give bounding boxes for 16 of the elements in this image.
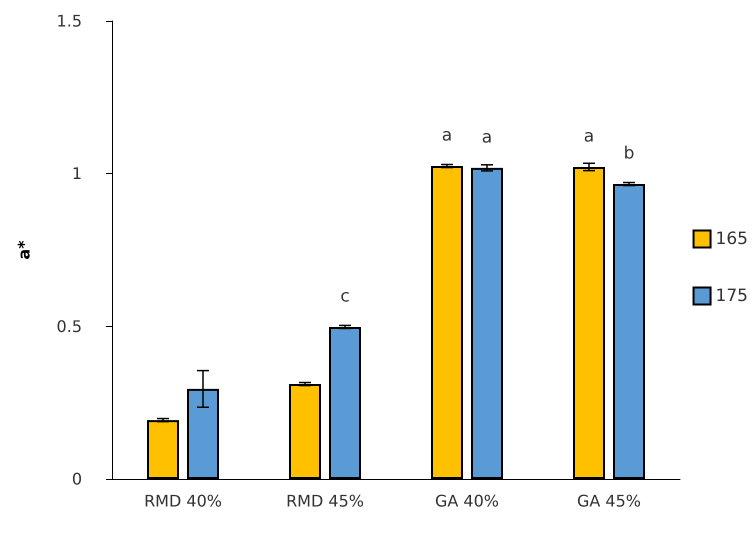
y-tick-label: 1.5 xyxy=(56,12,82,30)
data-label: b xyxy=(624,144,634,164)
y-tick-label: 0 xyxy=(72,470,82,488)
x-tick-label: RMD 45% xyxy=(286,492,364,510)
y-tick-label: 0.5 xyxy=(56,316,82,336)
y-axis-title: a* xyxy=(14,240,34,260)
y-tick-label: 1 xyxy=(72,164,82,184)
x-tick-label: GA 45% xyxy=(577,492,641,510)
data-label: a xyxy=(584,126,594,146)
x-tick-label: GA 40% xyxy=(435,492,499,510)
data-label: c xyxy=(340,286,350,306)
legend-label: 165 xyxy=(716,229,748,249)
data-label: a xyxy=(442,126,452,146)
x-tick-label: RMD 40% xyxy=(144,492,222,510)
data-label: a xyxy=(482,127,492,148)
legend-label: 175 xyxy=(716,286,748,306)
